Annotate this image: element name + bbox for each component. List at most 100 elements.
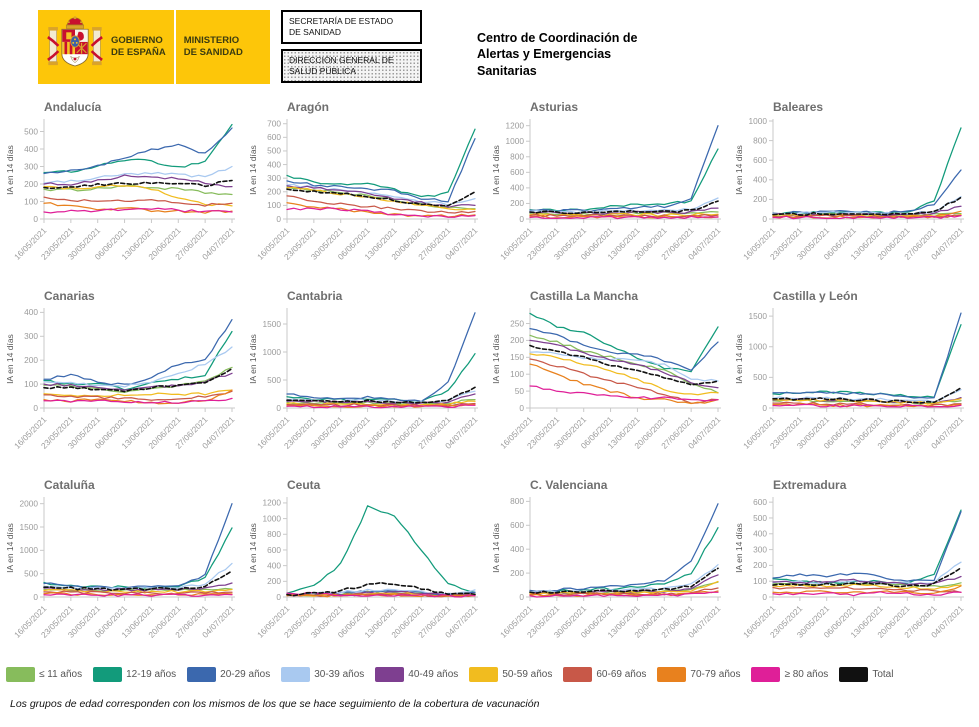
series-line-50-59-anos bbox=[286, 400, 476, 407]
y-tick-label: 1000 bbox=[20, 545, 39, 555]
series-line-60-69-anos bbox=[43, 390, 233, 401]
series-line-total bbox=[43, 179, 233, 190]
series-line-12-19-anos bbox=[772, 324, 962, 398]
series-line-11-anos bbox=[43, 366, 233, 394]
y-tick-label: 0 bbox=[519, 214, 524, 224]
legend-label: 70-79 años bbox=[690, 669, 741, 680]
y-tick-label: 2000 bbox=[20, 498, 39, 508]
y-axis-label: IA en 14 días bbox=[248, 523, 258, 573]
y-tick-label: 200 bbox=[753, 560, 767, 570]
chart-plot-ceuta: 02004006008001000120016/05/202123/05/202… bbox=[248, 497, 480, 640]
y-tick-label: 400 bbox=[267, 560, 281, 570]
chart-title: Castilla y León bbox=[773, 289, 858, 303]
chart-title: C. Valenciana bbox=[530, 478, 608, 492]
y-tick-label: 500 bbox=[753, 513, 767, 523]
y-tick-label: 400 bbox=[753, 175, 767, 185]
y-axis-label: IA en 14 días bbox=[5, 523, 15, 573]
y-tick-label: 500 bbox=[267, 146, 281, 156]
y-tick-label: 250 bbox=[510, 318, 524, 328]
series-line-20-29-anos bbox=[286, 312, 476, 402]
chart-plot-cataluna: 050010001500200016/05/202123/05/202130/0… bbox=[5, 497, 237, 640]
y-tick-label: 800 bbox=[753, 135, 767, 145]
legend-label: ≤ 11 años bbox=[39, 669, 83, 680]
series-line-50-59-anos bbox=[772, 583, 962, 590]
y-tick-label: 200 bbox=[753, 194, 767, 204]
y-tick-label: 0 bbox=[762, 403, 767, 413]
series-line-11-anos bbox=[772, 581, 962, 588]
y-tick-label: 0 bbox=[762, 214, 767, 224]
direccion-box: DIRECCIÓN GENERAL DE SALUD PÚBLICA bbox=[281, 49, 422, 84]
chart-title: Extremadura bbox=[773, 478, 847, 492]
legend-label: 60-69 años bbox=[596, 669, 647, 680]
y-tick-label: 400 bbox=[24, 144, 38, 154]
y-tick-label: 400 bbox=[267, 159, 281, 169]
y-tick-label: 1000 bbox=[506, 136, 525, 146]
series-line-total bbox=[43, 570, 233, 591]
y-tick-label: 300 bbox=[753, 544, 767, 554]
y-tick-label: 300 bbox=[267, 173, 281, 183]
legend-swatch bbox=[839, 667, 869, 682]
y-tick-label: 200 bbox=[24, 179, 38, 189]
series-line-60-69-anos bbox=[43, 590, 233, 596]
y-axis-label: IA en 14 días bbox=[248, 334, 258, 384]
legend-swatch bbox=[469, 667, 499, 682]
legend-item-11-anos: ≤ 11 años bbox=[6, 667, 82, 682]
legend-label: 12-19 años bbox=[126, 669, 177, 680]
series-line-total bbox=[286, 386, 476, 404]
chart-cantabria: Cantabria 0 500 1000 1500 16/05/2021 23/05/202… bbox=[245, 289, 485, 468]
y-tick-label: 500 bbox=[24, 126, 38, 136]
y-tick-label: 0 bbox=[33, 214, 38, 224]
chart-title: Asturias bbox=[530, 100, 579, 114]
legend-swatch bbox=[281, 667, 311, 682]
chart-castilla-y-leon: Castilla y León 0 500 1000 1500 16/05/2021 23/… bbox=[731, 289, 971, 468]
chart-plot-cantabria: 05001000150016/05/202123/05/202130/05/20… bbox=[248, 308, 480, 451]
series-line-50-59-anos bbox=[43, 588, 233, 594]
y-tick-label: 500 bbox=[753, 372, 767, 382]
department-boxes: SECRETARÍA DE ESTADO DE SANIDAD DIRECCIÓ… bbox=[281, 10, 422, 84]
chart-title: Cataluña bbox=[44, 478, 95, 492]
series-line-80-anos bbox=[772, 591, 962, 597]
chart-title: Castilla La Mancha bbox=[530, 289, 639, 303]
chart-title: Aragón bbox=[287, 100, 329, 114]
series-line-12-19-anos bbox=[772, 509, 962, 585]
series-line-12-19-anos bbox=[529, 527, 719, 593]
y-axis-label: IA en 14 días bbox=[734, 145, 744, 195]
y-axis-label: IA en 14 días bbox=[491, 145, 501, 195]
series-line-12-19-anos bbox=[286, 128, 476, 198]
series-line-12-19-anos bbox=[286, 353, 476, 404]
chart-asturias: Asturias 0 200 400 600 800 1000 1200 16/05/2021 2… bbox=[488, 100, 728, 279]
legend-label: 40-49 años bbox=[408, 669, 459, 680]
y-tick-label: 1000 bbox=[263, 347, 282, 357]
chart-plot-asturias: 02004006008001000120016/05/202123/05/202… bbox=[491, 119, 723, 262]
y-tick-label: 800 bbox=[510, 496, 524, 506]
legend-swatch bbox=[563, 667, 593, 682]
series-line-80-anos bbox=[286, 207, 476, 218]
gobierno-logo: GOBIERNO DE ESPAÑA MINISTERIO DE SANIDAD bbox=[38, 10, 270, 84]
legend-swatch bbox=[93, 667, 123, 682]
y-tick-label: 400 bbox=[24, 307, 38, 317]
series-line-12-19-anos bbox=[286, 505, 476, 594]
y-tick-label: 0 bbox=[519, 592, 524, 602]
chart-title: Andalucía bbox=[44, 100, 102, 114]
y-tick-label: 600 bbox=[510, 520, 524, 530]
series-line-30-39-anos bbox=[529, 197, 719, 214]
chart-plot-aragon: 010020030040050060070016/05/202123/05/20… bbox=[248, 119, 480, 262]
legend-item-50-59-anos: 50-59 años bbox=[469, 667, 552, 682]
series-line-40-49-anos bbox=[529, 339, 719, 389]
y-tick-label: 700 bbox=[267, 119, 281, 129]
chart-plot-canarias: 010020030040016/05/202123/05/202130/05/2… bbox=[5, 307, 237, 451]
ministerio-de-sanidad-label: MINISTERIO DE SANIDAD bbox=[183, 35, 243, 58]
y-tick-label: 400 bbox=[510, 183, 524, 193]
legend-label: 30-39 años bbox=[314, 669, 365, 680]
y-axis-label: IA en 14 días bbox=[491, 523, 501, 573]
y-tick-label: 200 bbox=[24, 355, 38, 365]
series-line-60-69-anos bbox=[529, 358, 719, 404]
chart-extremadura: Extremadura 0 100 200 300 400 500 600 16/05/2021… bbox=[731, 478, 971, 657]
series-line-20-29-anos bbox=[529, 125, 719, 213]
y-tick-label: 1000 bbox=[263, 513, 282, 523]
series-line-60-69-anos bbox=[529, 213, 719, 218]
series-line-20-29-anos bbox=[772, 312, 962, 399]
series-line-50-59-anos bbox=[286, 186, 476, 211]
y-tick-label: 0 bbox=[276, 592, 281, 602]
series-line-20-29-anos bbox=[772, 169, 962, 215]
